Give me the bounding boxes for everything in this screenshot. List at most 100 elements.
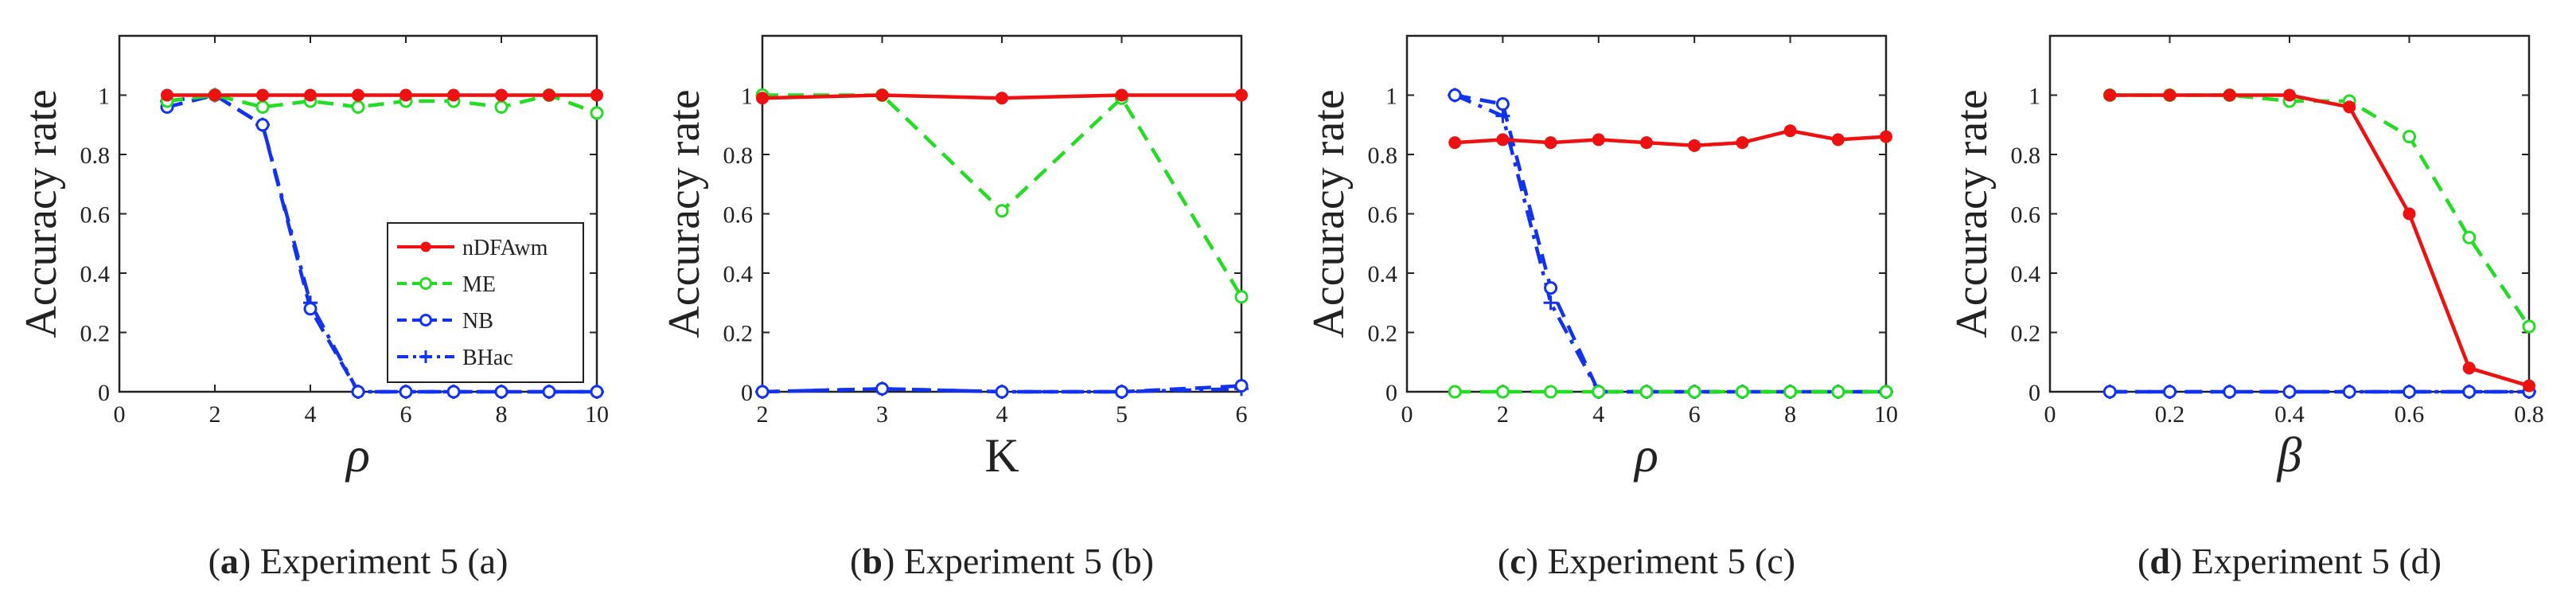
x-tick-label: 3 (876, 401, 888, 428)
data-point (875, 381, 889, 396)
data-point (590, 385, 604, 399)
data-point (995, 385, 1009, 399)
x-tick-label: 6 (400, 401, 412, 428)
y-tick-label: 0 (2028, 380, 2040, 406)
series-nDFAwm (161, 88, 603, 102)
panel-caption: (b) Experiment 5 (b) (850, 541, 1154, 581)
series-line-nDFAwm (2110, 93, 2530, 388)
y-tick-label: 0.8 (2011, 143, 2041, 169)
legend-marker (420, 241, 431, 252)
x-tick-label: 10 (1874, 401, 1898, 428)
legend-item-NB: NB (397, 309, 493, 334)
y-tick-label: 0.2 (723, 321, 754, 347)
x-tick-label: 8 (496, 401, 508, 428)
x-tick-label: 0.2 (2155, 401, 2185, 428)
data-point (1495, 97, 1510, 111)
data-point (1235, 88, 1248, 102)
x-tick-label: 4 (996, 401, 1008, 428)
data-point (161, 88, 173, 102)
legend-marker (419, 277, 432, 290)
x-tick-label: 4 (1592, 401, 1604, 428)
y-axis-label: Accuracy rate (17, 89, 66, 338)
chart-panel-c: 0 2 4 6 8 10 0 0.2 0.4 0.6 0.8 1 Accuracy rate ρ (c) E… (1304, 34, 1898, 581)
data-point (1115, 385, 1128, 399)
data-point (1234, 379, 1249, 393)
x-tick-label: 0 (2044, 401, 2056, 428)
panel-caption: (c) Experiment 5 (c) (1498, 541, 1795, 581)
y-tick-label: 0.6 (80, 202, 111, 229)
y-tick-label: 0 (98, 380, 110, 406)
data-point (351, 100, 365, 114)
data-point (1495, 385, 1510, 399)
x-tick-label: 8 (1784, 401, 1796, 428)
data-point (2462, 385, 2477, 399)
data-point (1783, 385, 1798, 399)
data-point (494, 100, 509, 114)
x-tick-label: 10 (585, 401, 609, 428)
x-tick-label: 0 (114, 401, 126, 428)
data-point (590, 88, 603, 102)
series-BHac (1448, 88, 1893, 399)
y-tick-label: 0.8 (1368, 143, 1398, 169)
data-point (1879, 385, 1893, 399)
data-point (2403, 130, 2416, 144)
x-tick-label: 2 (209, 401, 221, 428)
y-tick-label: 0.6 (1368, 202, 1398, 229)
data-point (495, 88, 508, 102)
data-point (2403, 385, 2416, 399)
data-point (1448, 385, 1462, 399)
data-point (2403, 207, 2416, 221)
series-nDFAwm (1448, 124, 1892, 152)
data-point (256, 88, 269, 102)
data-point (2462, 230, 2477, 244)
y-tick-label: 0 (1385, 380, 1397, 406)
data-point (2163, 385, 2177, 399)
data-point (399, 88, 412, 102)
data-point (2522, 319, 2536, 334)
data-point (542, 385, 556, 399)
y-tick-label: 1 (98, 84, 110, 110)
data-point (1448, 136, 1462, 150)
data-point (2523, 379, 2535, 393)
data-point (1688, 139, 1701, 152)
series-nDFAwm (2103, 88, 2535, 393)
data-point (1592, 385, 1606, 399)
legend-label: nDFAwm (462, 236, 548, 260)
panel-caption: (a) Experiment 5 (a) (208, 541, 509, 581)
x-tick-label: 0.6 (2395, 401, 2425, 428)
series-NB (2102, 385, 2536, 399)
data-point (1544, 385, 1558, 399)
series-ME (2102, 88, 2536, 334)
x-axis-label: β (2277, 428, 2302, 483)
data-point (1592, 133, 1605, 147)
legend-item-ME: ME (397, 272, 496, 297)
series-nDFAwm (756, 88, 1248, 105)
data-point (2282, 385, 2297, 399)
data-point (875, 88, 889, 102)
legend-marker (419, 314, 432, 326)
y-tick-label: 0.6 (2011, 202, 2041, 229)
series-ME (1448, 385, 1893, 399)
legend-item-BHac: BHac (397, 346, 513, 370)
data-point (1544, 136, 1557, 150)
data-point (446, 385, 461, 399)
data-point (1687, 385, 1701, 399)
y-tick-label: 0.4 (80, 261, 111, 287)
panel-caption: (d) Experiment 5 (d) (2138, 541, 2442, 581)
y-tick-label: 0.2 (1368, 321, 1398, 347)
x-tick-label: 5 (1116, 401, 1128, 428)
x-tick-label: 4 (305, 401, 317, 428)
series-line-ME (166, 93, 598, 115)
data-point (756, 92, 769, 105)
data-point (996, 92, 1008, 105)
y-tick-label: 0.2 (80, 321, 111, 347)
data-point (1831, 133, 1845, 147)
y-tick-label: 0.6 (723, 202, 754, 229)
legend: nDFAwm ME NB BHac (387, 222, 584, 383)
data-point (1783, 124, 1797, 138)
y-axis-label: Accuracy rate (1304, 89, 1354, 338)
data-point (304, 88, 317, 102)
y-tick-label: 0.4 (2011, 261, 2041, 287)
y-tick-label: 0.4 (723, 261, 754, 287)
